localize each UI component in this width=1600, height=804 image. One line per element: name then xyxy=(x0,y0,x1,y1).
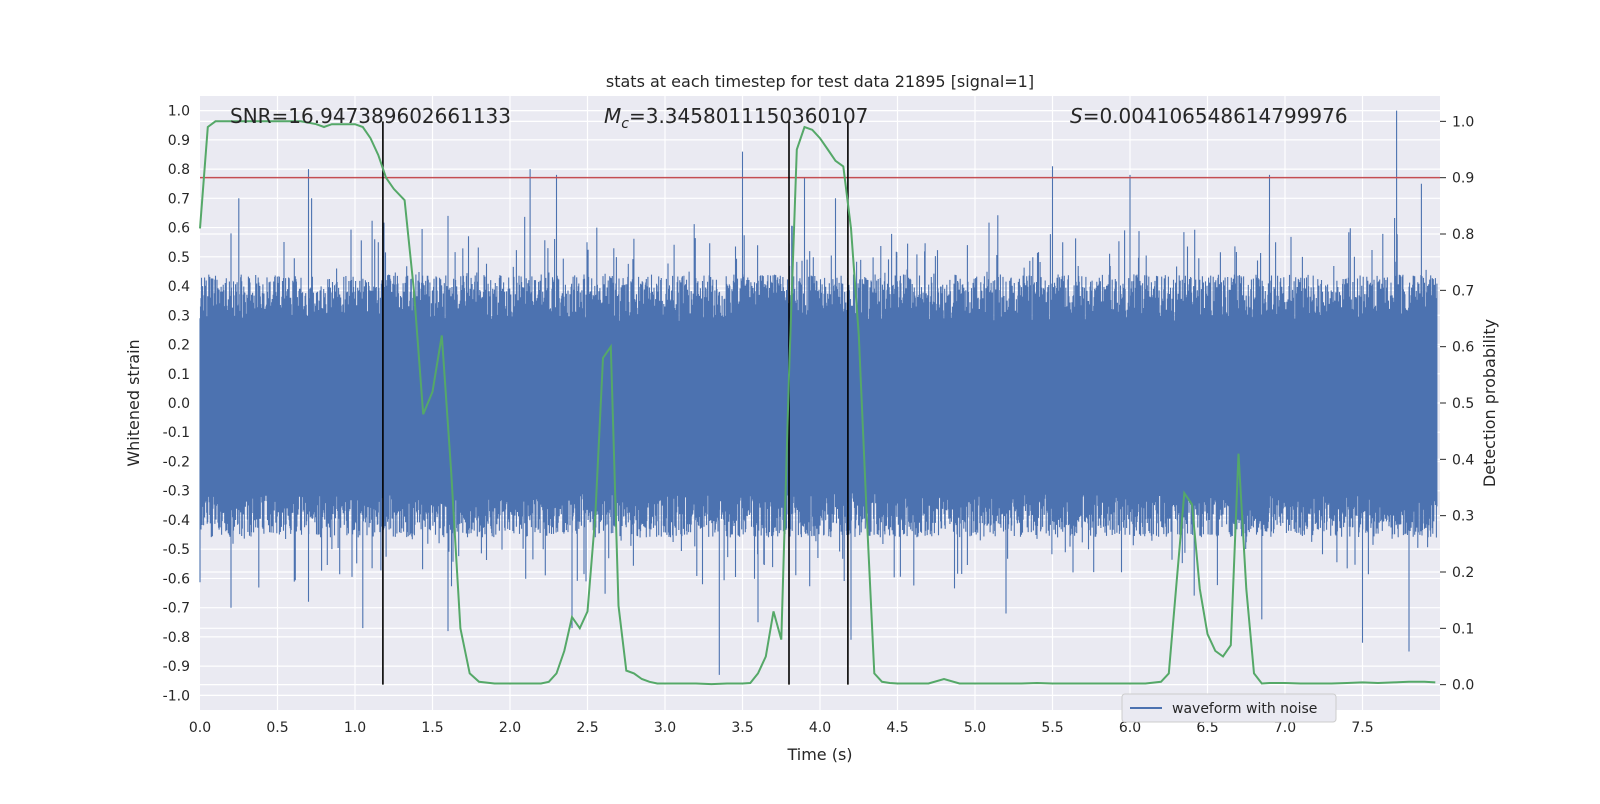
y2-tick-label: 1.0 xyxy=(1452,114,1474,130)
x-tick-label: 7.0 xyxy=(1274,720,1296,736)
y-tick-label: -0.6 xyxy=(163,571,190,587)
y-tick-label: 0.1 xyxy=(168,367,190,383)
y2-tick-label: 0.1 xyxy=(1452,621,1474,637)
legend: waveform with noise xyxy=(1121,693,1337,723)
snr-annotation: SNR=16.947389602661133 xyxy=(230,104,511,128)
y2-tick-label: 0.5 xyxy=(1452,396,1474,412)
chirp-mass-annotation: Mc=3.3458011150360107 xyxy=(604,104,868,132)
y-tick-label: 0.0 xyxy=(168,396,190,412)
y2-tick-label: 0.8 xyxy=(1452,227,1474,243)
y-tick-label: -0.1 xyxy=(163,425,190,441)
x-tick-label: 4.5 xyxy=(886,720,908,736)
y2-tick-label: 0.3 xyxy=(1452,509,1474,525)
x-axis-label: Time (s) xyxy=(786,745,852,764)
x-tick-label: 2.5 xyxy=(576,720,598,736)
s-value: =0.004106548614799976 xyxy=(1083,104,1348,128)
x-tick-label: 6.5 xyxy=(1196,720,1218,736)
y-tick-label: -0.9 xyxy=(163,659,190,675)
x-tick-label: 6.0 xyxy=(1119,720,1141,736)
y2-axis-label: Detection probability xyxy=(1480,319,1499,487)
y-tick-label: 0.5 xyxy=(168,250,190,266)
x-tick-label: 5.0 xyxy=(964,720,986,736)
y-tick-label: 0.9 xyxy=(168,133,190,149)
x-tick-label: 5.5 xyxy=(1041,720,1063,736)
chirp-mass-value: =3.3458011150360107 xyxy=(629,104,868,128)
waveform-core-band xyxy=(200,321,1437,491)
x-tick-label: 0.0 xyxy=(189,720,211,736)
overlay-layer xyxy=(199,120,1440,686)
x-tick-label: 1.5 xyxy=(421,720,443,736)
x-tick-label: 4.0 xyxy=(809,720,831,736)
x-tick-label: 3.5 xyxy=(731,720,753,736)
x-tick-label: 7.5 xyxy=(1351,720,1373,736)
y-tick-label: 0.4 xyxy=(168,279,190,295)
y-tick-label: 0.7 xyxy=(168,191,190,207)
s-annotation: S=0.004106548614799976 xyxy=(1070,104,1348,128)
y-tick-label: -0.5 xyxy=(163,542,190,558)
y-axis-label: Whitened strain xyxy=(124,339,143,466)
chirp-mass-subscript: c xyxy=(621,116,629,132)
y2-tick-label: 0.4 xyxy=(1452,452,1474,468)
x-tick-label: 3.0 xyxy=(654,720,676,736)
chirp-mass-symbol: M xyxy=(604,104,621,128)
y2-tick-label: 0.2 xyxy=(1452,565,1474,581)
detection-probability-line xyxy=(199,120,1436,686)
y-tick-label: -0.4 xyxy=(163,513,190,529)
y2-tick-label: 0.7 xyxy=(1452,283,1474,299)
y2-tick-label: 0.0 xyxy=(1452,678,1474,694)
x-tick-label: 1.0 xyxy=(344,720,366,736)
y-tick-label: 0.6 xyxy=(168,221,190,237)
tick-layer: 0.0 0.5 1.0 1.5 2.0 2.5 3.0 3.5 4.0 4.5 5.0 5.5 6.0 6… xyxy=(163,104,1475,736)
y-tick-label: 0.2 xyxy=(168,338,190,354)
waveform-layer xyxy=(199,110,1438,675)
y-tick-label: -0.3 xyxy=(163,484,190,500)
y-tick-label: -0.2 xyxy=(163,454,190,470)
legend-label-waveform: waveform with noise xyxy=(1172,701,1317,717)
y2-tick-label: 0.6 xyxy=(1452,340,1474,356)
legend-box xyxy=(1121,693,1337,723)
y-tick-label: 0.8 xyxy=(168,162,190,178)
y-tick-label: -1.0 xyxy=(163,688,190,704)
x-tick-label: 0.5 xyxy=(266,720,288,736)
y-tick-label: 0.3 xyxy=(168,308,190,324)
s-symbol: S xyxy=(1070,104,1083,128)
y-tick-label: 1.0 xyxy=(168,104,190,120)
chart-title: stats at each timestep for test data 218… xyxy=(606,72,1034,91)
y-tick-label: -0.8 xyxy=(163,630,190,646)
y2-tick-label: 0.9 xyxy=(1452,171,1474,187)
x-tick-label: 2.0 xyxy=(499,720,521,736)
y-tick-label: -0.7 xyxy=(163,601,190,617)
